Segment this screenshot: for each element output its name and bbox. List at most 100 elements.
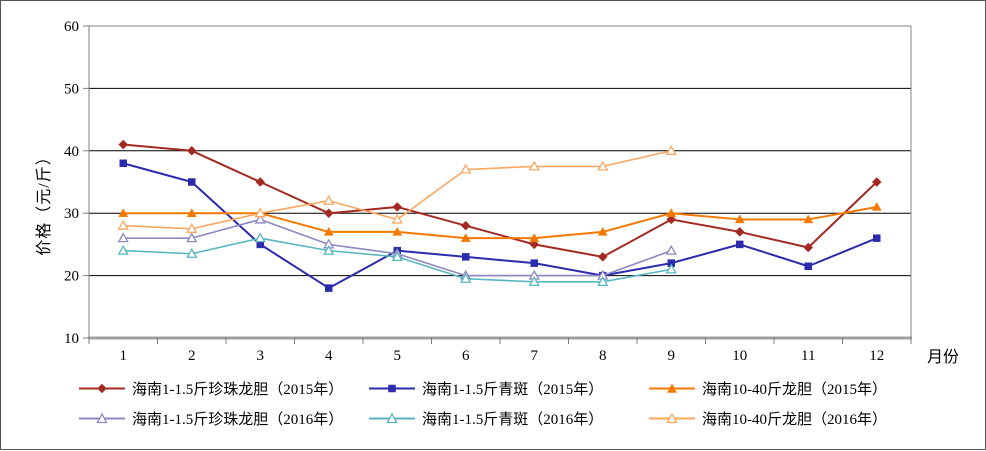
data-point-marker [323, 226, 334, 236]
data-point-marker [391, 251, 403, 262]
legend-marker-green-grouper-2015 [369, 384, 415, 393]
data-point-marker [666, 412, 678, 424]
legend-marker-giant-grouper-2016 [649, 412, 695, 424]
data-point-marker [665, 144, 677, 155]
x-tick-label: 8 [599, 348, 607, 364]
x-tick-label: 2 [188, 348, 196, 364]
data-point-marker [254, 213, 266, 224]
data-point-marker [119, 159, 127, 168]
data-point-marker [323, 244, 335, 255]
data-point-marker [386, 412, 398, 424]
legend-marker-giant-grouper-2015 [649, 383, 695, 393]
data-point-marker [734, 214, 745, 224]
series-line-0 [123, 143, 878, 258]
data-point-marker [460, 272, 472, 283]
x-tick-label: 1 [120, 348, 128, 364]
data-point-marker [597, 276, 609, 286]
data-point-marker [325, 284, 333, 292]
chart-legend: 海南1-1.5斤珍珠龙胆（2015年） 海南1-1.5斤青斑（2015年） 海南… [79, 378, 887, 429]
data-point-marker [255, 177, 266, 187]
legend-label: 海南1-1.5斤青斑（2015年） [422, 382, 604, 398]
y-tick-label: 30 [64, 206, 79, 222]
x-tick-label: 4 [325, 348, 333, 364]
y-tick-label: 20 [64, 269, 79, 285]
data-point-marker [803, 214, 814, 224]
y-tick-label: 60 [64, 19, 79, 35]
data-point-marker [597, 160, 609, 171]
legend-label: 海南1-1.5斤珍珠龙胆（2016年） [132, 412, 344, 428]
y-tick-label: 40 [64, 144, 79, 160]
legend-item-pearl-grouper-2016: 海南1-1.5斤珍珠龙胆（2016年） [79, 408, 369, 429]
data-point-marker [873, 234, 881, 242]
data-point-marker [97, 383, 107, 394]
data-point-marker [665, 263, 677, 274]
x-tick-label: 6 [462, 348, 470, 364]
data-point-marker [597, 252, 608, 262]
data-point-marker [323, 208, 334, 219]
x-axis-title: 月份 [927, 349, 960, 366]
legend-label: 海南10-40斤龙胆（2016年） [702, 412, 887, 428]
legend-marker-pearl-grouper-2015 [79, 383, 125, 394]
data-point-marker [665, 244, 677, 255]
data-point-marker [117, 244, 129, 255]
data-point-marker [188, 178, 196, 186]
data-point-marker [117, 219, 129, 230]
legend-label: 海南1-1.5斤珍珠龙胆（2015年） [132, 382, 344, 398]
legend-marker-pearl-grouper-2016 [79, 412, 125, 424]
y-axis-title: 价格（元/斤） [36, 148, 53, 256]
data-point-marker [254, 232, 266, 243]
data-point-marker [529, 239, 540, 250]
x-tick-label: 12 [869, 348, 884, 364]
data-point-marker [254, 207, 266, 218]
data-point-marker [392, 202, 403, 212]
data-point-marker [460, 233, 471, 242]
legend-item-green-grouper-2016: 海南1-1.5斤青斑（2016年） [369, 408, 649, 429]
data-point-marker [460, 220, 471, 231]
legend-item-pearl-grouper-2015: 海南1-1.5斤珍珠龙胆（2015年） [79, 378, 369, 399]
data-point-marker [804, 262, 812, 270]
data-point-marker [667, 383, 677, 393]
legend-item-green-grouper-2015: 海南1-1.5斤青斑（2015年） [369, 378, 649, 399]
data-point-marker [186, 247, 198, 258]
legend-item-giant-grouper-2015: 海南10-40斤龙胆（2015年） [649, 378, 887, 399]
data-point-marker [871, 201, 882, 211]
series-line-1 [122, 162, 878, 290]
x-tick-label: 10 [732, 348, 747, 364]
data-point-marker [597, 226, 608, 236]
data-point-marker [388, 384, 396, 393]
data-point-marker [118, 208, 129, 217]
y-tick-label: 50 [64, 81, 79, 97]
data-point-marker [666, 214, 677, 225]
data-point-marker [529, 233, 540, 242]
data-point-marker [803, 242, 814, 253]
data-point-marker [186, 232, 198, 243]
legend-label: 海南1-1.5斤青斑（2016年） [422, 412, 604, 428]
data-point-marker [186, 145, 197, 156]
data-point-marker [462, 253, 470, 261]
data-point-marker [96, 412, 108, 424]
data-point-marker [391, 213, 403, 224]
data-point-marker [734, 227, 745, 237]
legend-marker-green-grouper-2016 [369, 412, 415, 424]
data-point-marker [528, 160, 540, 171]
data-point-marker [323, 194, 335, 205]
x-tick-label: 5 [394, 348, 402, 364]
data-point-marker [186, 208, 197, 217]
x-tick-label: 9 [668, 348, 676, 364]
x-tick-label: 3 [257, 348, 265, 364]
data-point-marker [186, 222, 198, 233]
data-point-marker [392, 226, 403, 236]
data-point-marker [666, 208, 677, 217]
y-tick-label: 10 [64, 331, 79, 347]
x-tick-label: 11 [801, 348, 815, 364]
x-tick-label: 7 [531, 348, 539, 364]
data-point-marker [736, 240, 744, 249]
data-point-marker [460, 163, 472, 174]
legend-label: 海南10-40斤龙胆（2015年） [702, 382, 887, 398]
data-point-marker [117, 232, 129, 243]
data-point-marker [871, 177, 882, 187]
series-line-2 [123, 205, 877, 240]
data-point-marker [118, 139, 129, 150]
data-point-marker [530, 259, 538, 267]
